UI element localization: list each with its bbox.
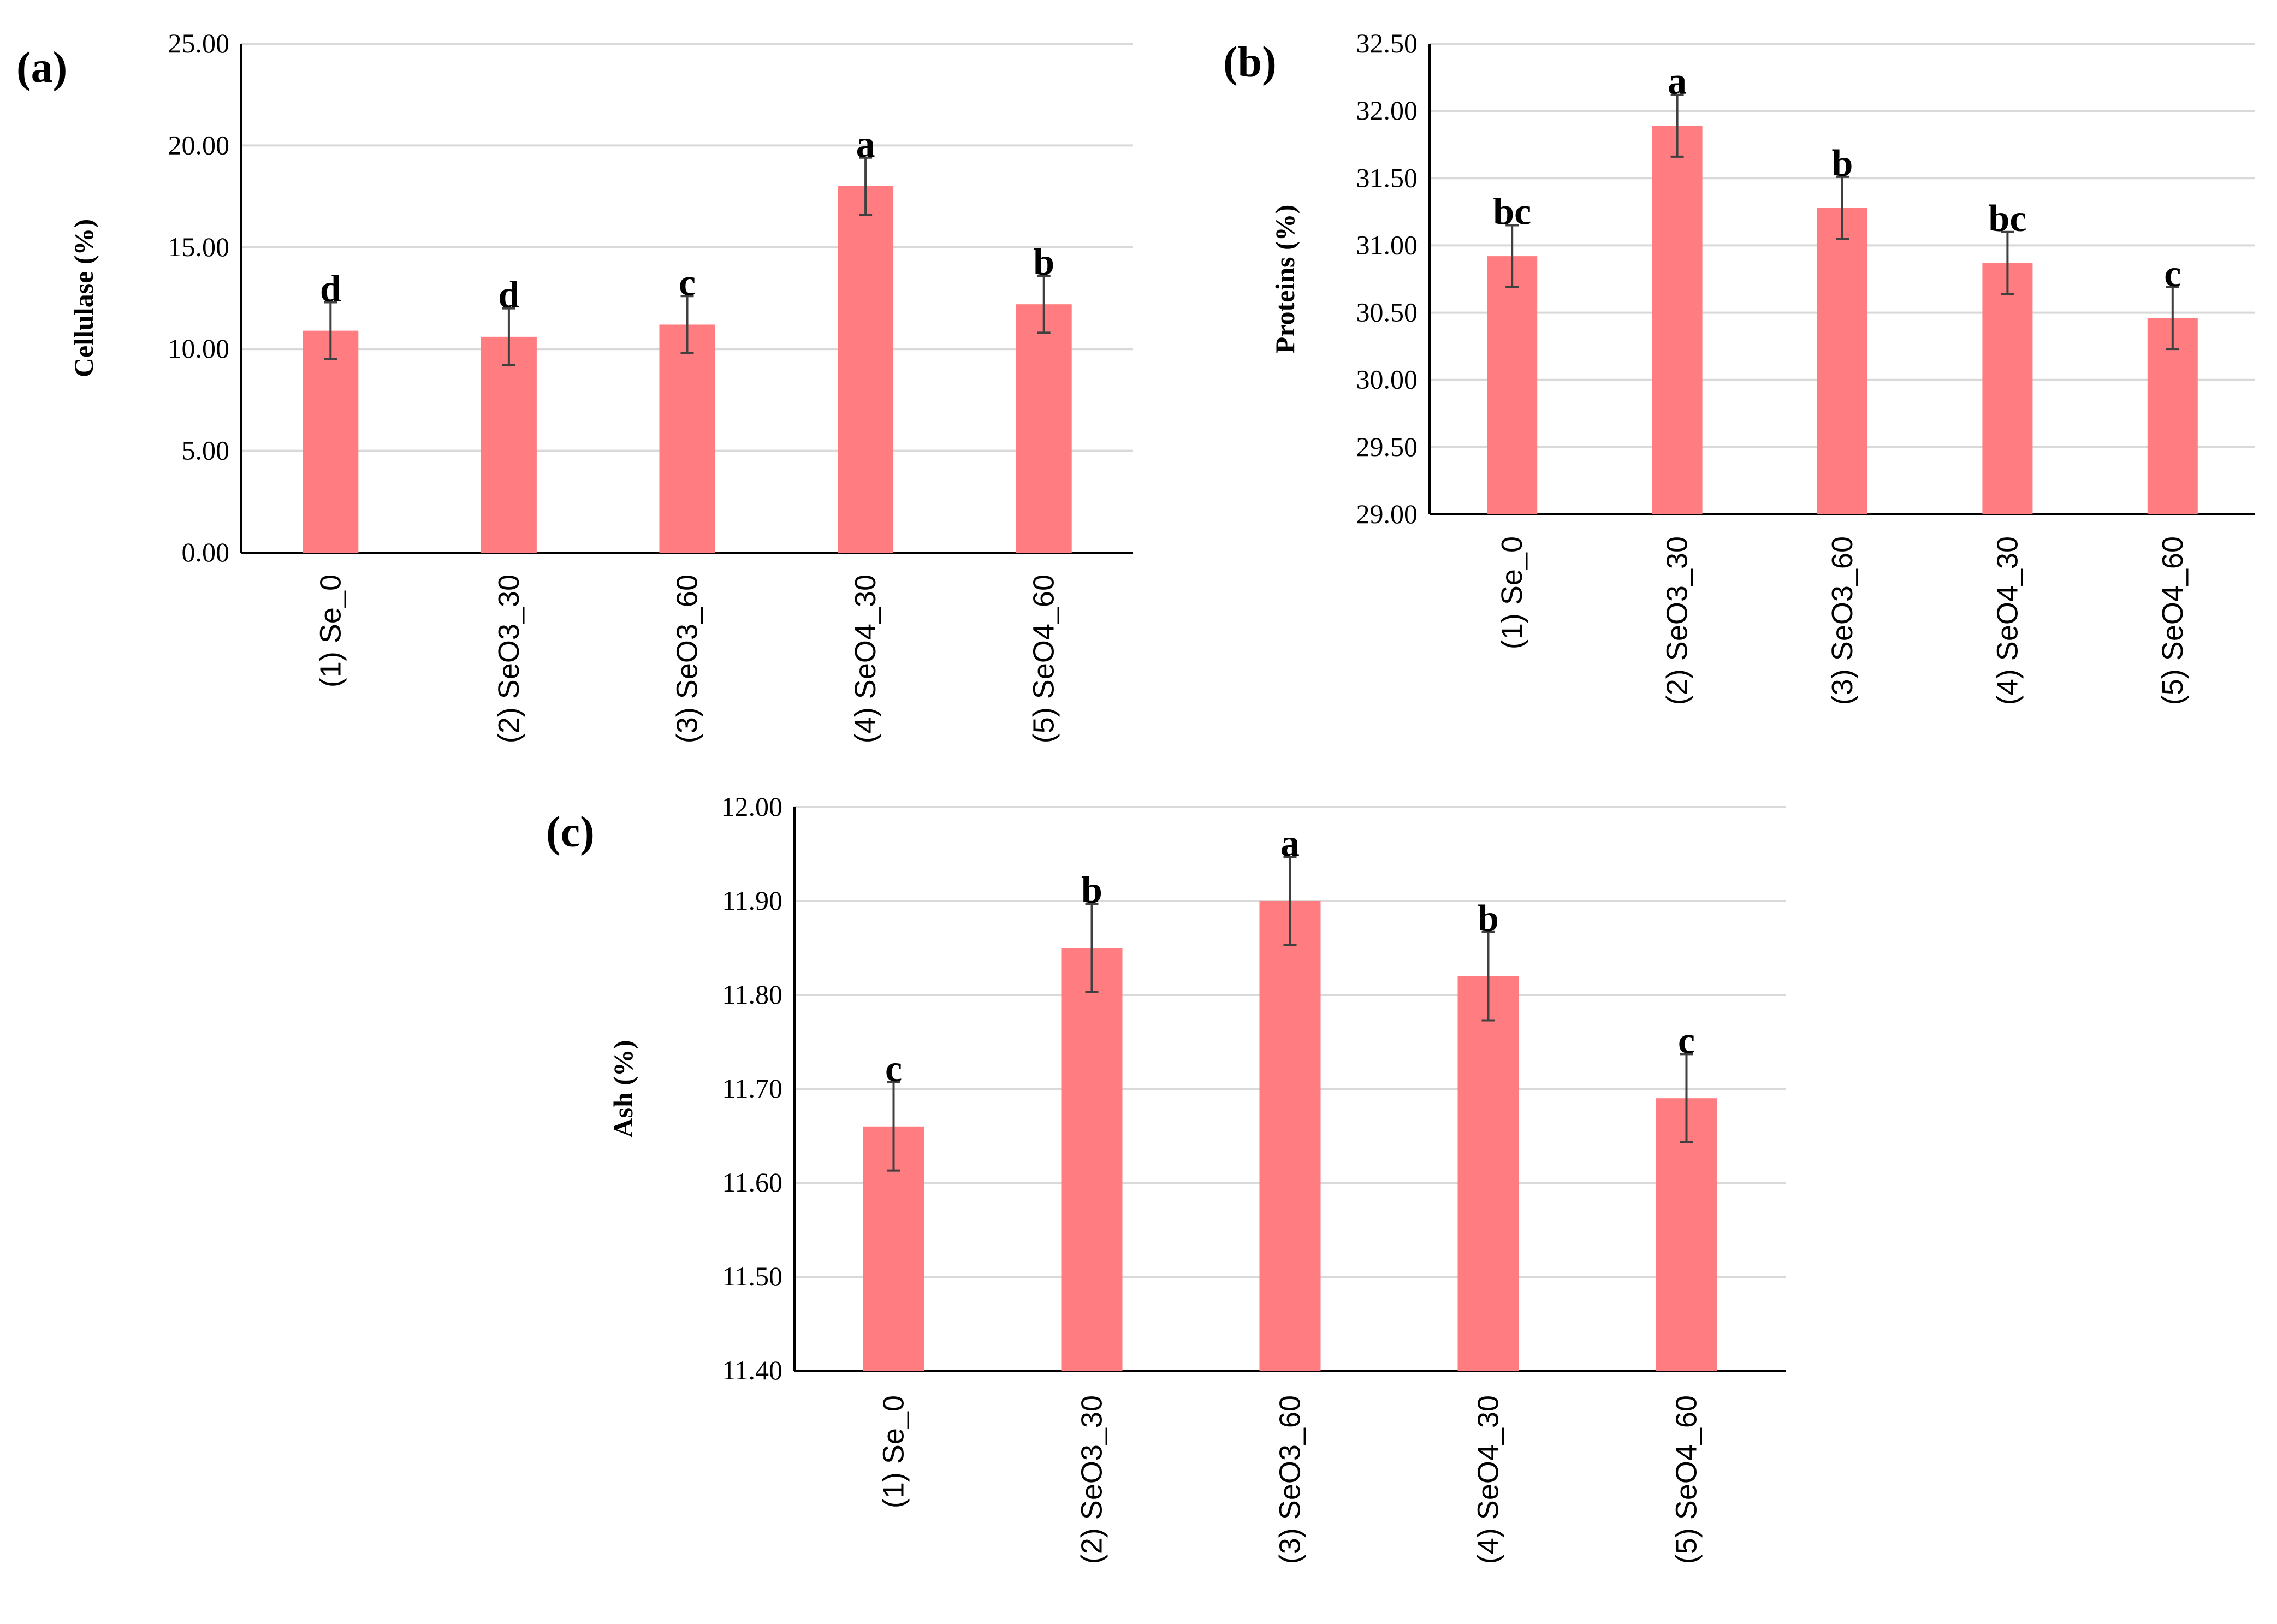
y-axis-title: Cellulase (%): [68, 219, 99, 377]
y-tick-label: 11.80: [722, 979, 782, 1010]
chart-cellulase: 0.00 5.00 10.00 15.00 20.00 25.00 d (1) Se_0 d (2…: [16, 28, 1133, 743]
significance-letter: b: [1478, 898, 1499, 940]
significance-letter: d: [320, 268, 341, 310]
y-tick-label: 15.00: [168, 232, 230, 262]
y-axis-title: Proteins (%): [1270, 205, 1300, 354]
bar: [2147, 318, 2198, 514]
significance-letter: a: [1668, 61, 1687, 103]
y-tick-label: 32.00: [1356, 95, 1418, 126]
y-tick-label: 11.90: [722, 885, 782, 916]
bar: [481, 336, 537, 553]
bar: [1656, 1098, 1717, 1371]
panel-label: (b): [1223, 38, 1277, 86]
x-tick-label: (5) SeO4_60: [1670, 1395, 1703, 1564]
y-axis-title: Ash (%): [608, 1040, 638, 1137]
y-tick-label: 30.00: [1356, 364, 1418, 395]
bar: [1982, 263, 2033, 514]
x-tick-label: (3) SeO3_60: [1826, 536, 1859, 705]
y-tick-label: 25.00: [168, 28, 230, 58]
x-tick-label: (1) Se_0: [314, 574, 347, 687]
y-tick-label: 31.50: [1356, 162, 1418, 193]
significance-letter: b: [1832, 143, 1853, 185]
x-tick-label: (1) Se_0: [1496, 536, 1528, 649]
y-tick-label: 5.00: [182, 435, 230, 466]
y-tick-label: 10.00: [168, 333, 230, 364]
significance-letter: d: [498, 274, 519, 316]
y-tick-label: 11.60: [722, 1167, 782, 1198]
chart-proteins: 29.00 29.50 30.00 30.50 31.00 31.50 32.00 32.50…: [1223, 28, 2255, 705]
bar: [1817, 208, 1867, 514]
x-tick-label: (2) SeO3_30: [493, 574, 525, 743]
bar: [303, 330, 359, 553]
y-tick-label: 29.00: [1356, 499, 1418, 529]
x-tick-label: (2) SeO3_30: [1661, 536, 1694, 705]
significance-letter: c: [1678, 1020, 1695, 1062]
y-tick-label: 20.00: [168, 129, 230, 160]
y-tick-label: 29.50: [1356, 431, 1418, 462]
significance-letter: b: [1081, 869, 1102, 911]
x-tick-label: (4) SeO4_30: [849, 574, 882, 743]
bar: [1061, 948, 1123, 1371]
bar: [659, 324, 715, 553]
bar: [838, 186, 894, 553]
panel-label: (c): [546, 808, 595, 856]
significance-letter: a: [1280, 822, 1300, 864]
x-tick-label: (5) SeO4_60: [2156, 536, 2189, 705]
y-tick-label: 11.70: [722, 1073, 782, 1104]
chart-ash: 11.40 11.50 11.60 11.70 11.80 11.90 12.00 c (1) …: [546, 791, 1786, 1564]
x-tick-label: (3) SeO3_60: [1274, 1395, 1307, 1564]
y-tick-label: 30.50: [1356, 297, 1418, 328]
bar: [1457, 976, 1519, 1371]
bar: [1652, 126, 1703, 515]
y-tick-label: 0.00: [182, 537, 230, 567]
x-tick-label: (1) Se_0: [877, 1395, 910, 1508]
bar: [1487, 256, 1538, 514]
x-tick-label: (4) SeO4_30: [1472, 1395, 1505, 1564]
significance-letter: bc: [1988, 198, 2026, 240]
significance-letter: b: [1033, 241, 1054, 283]
y-tick-label: 32.50: [1356, 28, 1418, 58]
significance-letter: bc: [1493, 191, 1531, 233]
significance-letter: c: [2164, 253, 2181, 295]
bar: [1259, 901, 1321, 1371]
bar: [1016, 304, 1072, 553]
significance-letter: a: [856, 123, 875, 165]
significance-letter: c: [885, 1048, 902, 1090]
y-tick-label: 11.50: [722, 1261, 782, 1291]
y-tick-label: 31.00: [1356, 229, 1418, 260]
y-tick-label: 12.00: [721, 791, 783, 822]
panel-label: (a): [16, 44, 67, 92]
x-tick-label: (3) SeO3_60: [671, 574, 704, 743]
y-tick-label: 11.40: [722, 1355, 782, 1385]
x-tick-label: (2) SeO3_30: [1076, 1395, 1108, 1564]
significance-letter: c: [679, 262, 696, 304]
x-tick-label: (5) SeO4_60: [1028, 574, 1060, 743]
x-tick-label: (4) SeO4_30: [1991, 536, 2024, 705]
